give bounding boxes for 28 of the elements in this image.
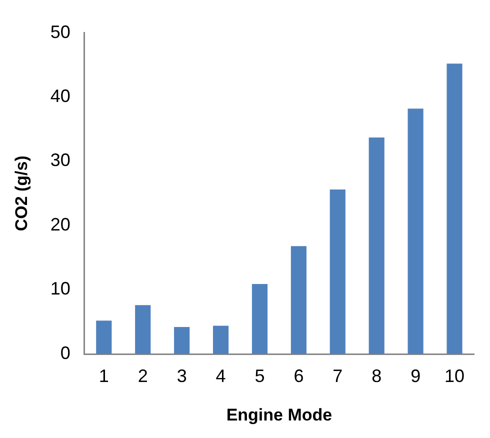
x-tick-label: 6 — [294, 366, 304, 386]
y-tick-label: 50 — [50, 22, 70, 42]
y-tick-label: 10 — [50, 278, 70, 299]
bar — [446, 64, 462, 354]
bar — [252, 284, 268, 354]
x-tick-label: 8 — [372, 366, 382, 386]
bar — [330, 190, 346, 354]
y-axis-title: CO2 (g/s) — [12, 156, 31, 232]
x-tick-label: 4 — [216, 366, 226, 386]
x-tick-label: 5 — [254, 366, 265, 386]
y-tick-label: 30 — [50, 150, 70, 170]
bar — [96, 320, 112, 354]
bar — [368, 138, 384, 354]
x-tick-label: 1 — [98, 366, 109, 386]
bar — [135, 305, 151, 354]
bar — [212, 326, 229, 354]
bar — [408, 108, 424, 354]
x-tick-label: 10 — [444, 366, 465, 386]
bar — [290, 246, 306, 354]
y-tick-label: 0 — [60, 342, 70, 363]
x-tick-label: 2 — [138, 366, 148, 386]
bar — [174, 327, 190, 354]
y-tick-label: 40 — [50, 86, 70, 106]
x-tick-label: 7 — [332, 366, 343, 386]
x-tick-label: 9 — [410, 366, 421, 386]
x-tick-label: 3 — [176, 366, 187, 386]
x-axis-title: Engine Mode — [226, 405, 332, 424]
y-tick-label: 20 — [50, 214, 70, 234]
